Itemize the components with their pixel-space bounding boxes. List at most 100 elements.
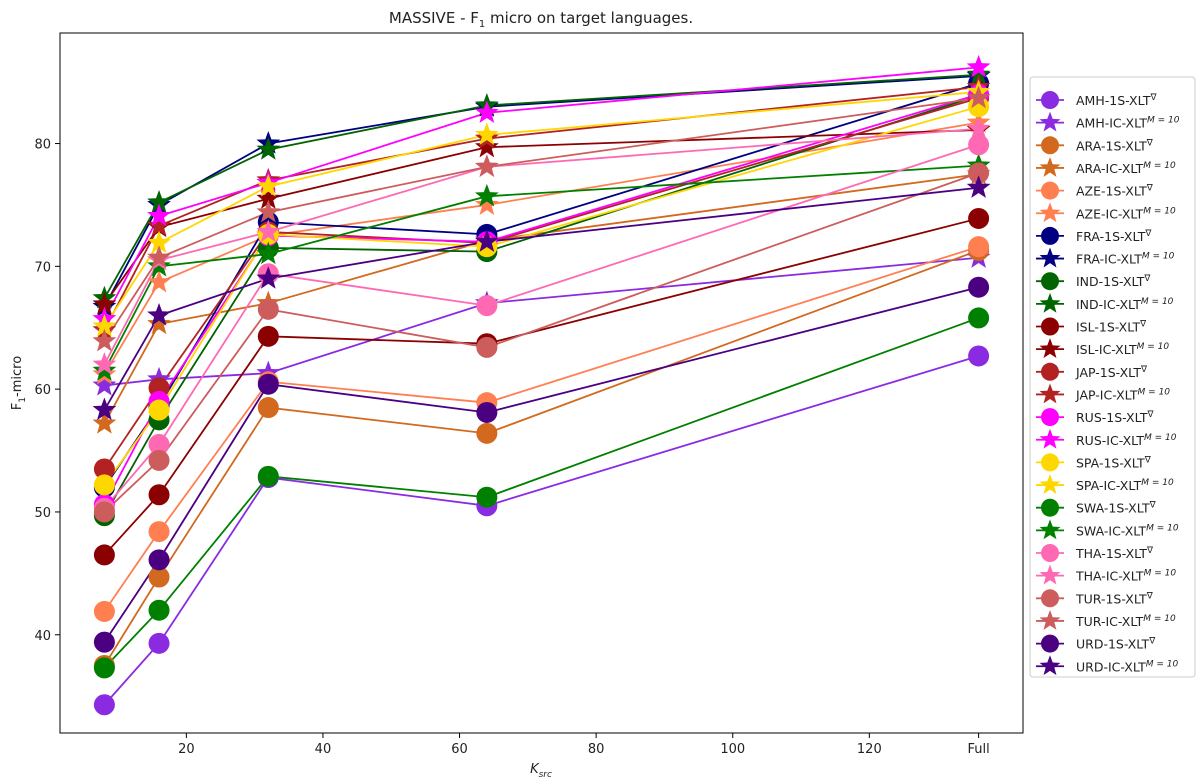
data-point-spa-ic-xlt: [256, 174, 281, 197]
legend-item: RUS-IC-XLTM = 10: [1036, 428, 1177, 449]
legend-marker: [1041, 634, 1059, 653]
x-tick-label: 60: [451, 742, 468, 757]
legend-marker: [1041, 272, 1059, 291]
data-point-isl-1s-xlt: [148, 484, 170, 506]
legend-item: TUR-1S-XLT∇: [1036, 589, 1154, 608]
legend-item: AZE-IC-XLTM = 10: [1036, 202, 1176, 223]
x-tick-label: 120: [857, 742, 882, 757]
y-axis-label: F1-micro: [10, 356, 28, 410]
data-point-urd-ic-xlt: [92, 397, 117, 421]
legend-label: SPA-IC-XLTM = 10: [1076, 478, 1174, 493]
legend-label: AMH-IC-XLTM = 10: [1076, 116, 1180, 131]
data-point-swa-1s-xlt: [93, 657, 115, 679]
legend-label: ARA-1S-XLT∇: [1076, 138, 1154, 153]
data-point-isl-ic-xlt: [474, 134, 499, 158]
legend-item: IND-1S-XLT∇: [1036, 272, 1151, 291]
plot-area: [59, 32, 1024, 734]
legend-marker: [1041, 453, 1059, 472]
legend-label: FRA-1S-XLT∇: [1076, 229, 1152, 244]
data-point-urd-ic-xlt: [256, 266, 281, 289]
data-point-spa-1s-xlt: [93, 474, 115, 496]
x-tick-label: Full: [967, 742, 989, 757]
legend-label: JAP-IC-XLTM = 10: [1075, 387, 1170, 402]
legend-label: ARA-IC-XLTM = 10: [1076, 161, 1176, 176]
legend-item: SPA-1S-XLT∇: [1036, 453, 1152, 472]
legend-marker: [1041, 136, 1059, 155]
legend-item: IND-IC-XLTM = 10: [1036, 292, 1174, 313]
data-point-tha-1s-xlt: [968, 134, 990, 156]
legend-marker: [1041, 362, 1059, 381]
legend-marker: [1039, 428, 1061, 449]
legend-item: SWA-1S-XLT∇: [1036, 498, 1157, 517]
legend-marker: [1039, 519, 1061, 540]
data-point-ind-ic-xlt: [966, 62, 991, 85]
data-point-swa-1s-xlt: [148, 599, 170, 621]
legend-label: THA-1S-XLT∇: [1075, 546, 1154, 561]
legend-item: FRA-IC-XLTM = 10: [1036, 247, 1175, 268]
data-point-tur-ic-xlt: [147, 245, 171, 268]
data-point-tha-ic-xlt: [966, 116, 991, 139]
legend-item: ARA-IC-XLTM = 10: [1036, 156, 1176, 177]
legend-marker: [1041, 408, 1059, 427]
chart-title: MASSIVE - F1 micro on target languages.: [389, 9, 693, 30]
data-point-tur-ic-xlt: [474, 154, 499, 177]
legend-item: TUR-IC-XLTM = 10: [1036, 609, 1176, 630]
legend-label: SPA-1S-XLT∇: [1076, 455, 1152, 470]
legend-label: IND-IC-XLTM = 10: [1076, 297, 1174, 312]
legend-item: JAP-1S-XLT∇: [1036, 362, 1148, 381]
legend-marker: [1039, 474, 1061, 494]
data-point-isl-ic-xlt: [92, 291, 117, 315]
x-axis: 20 40 60 80 100 120 Full: [178, 733, 990, 757]
data-point-aze-ic-xlt: [147, 269, 171, 293]
data-point-urd-1s-xlt: [476, 401, 498, 423]
y-tick-label: 60: [34, 383, 51, 398]
legend-label: ISL-1S-XLT∇: [1076, 320, 1147, 335]
legend-frame: [1029, 76, 1196, 678]
y-axis: 40 50 60 70 80: [34, 138, 60, 644]
data-point-tha-1s-xlt: [476, 295, 498, 317]
data-point-tur-1s-xlt: [257, 298, 279, 320]
data-point-spa-ic-xlt: [92, 314, 117, 337]
legend-item: RUS-1S-XLT∇: [1036, 408, 1155, 427]
legend-marker: [1039, 609, 1061, 630]
x-tick-label: 100: [720, 742, 745, 757]
data-point-aze-1s-xlt: [968, 236, 990, 258]
legend-item: THA-1S-XLT∇: [1036, 544, 1154, 562]
data-point-tha-ic-xlt: [92, 352, 117, 375]
data-point-aze-1s-xlt: [148, 521, 170, 543]
legend-marker: [1041, 317, 1059, 336]
legend-label: URD-IC-XLTM = 10: [1076, 659, 1178, 674]
legend-item: THA-IC-XLTM = 10: [1036, 564, 1176, 585]
data-point-jap-ic-xlt: [147, 213, 171, 236]
y-tick-label: 80: [34, 138, 51, 153]
legend-marker: [1041, 498, 1059, 517]
data-point-urd-1s-xlt: [148, 549, 170, 571]
data-point-swa-1s-xlt: [257, 465, 279, 487]
legend-item: SWA-IC-XLTM = 10: [1036, 519, 1179, 540]
data-point-jap-1s-xlt: [93, 458, 115, 480]
legend-item: SPA-IC-XLTM = 10: [1036, 474, 1174, 494]
legend-marker: [1041, 544, 1059, 562]
data-point-swa-1s-xlt: [476, 486, 498, 508]
data-point-tur-ic-xlt: [92, 328, 117, 352]
data-point-urd-1s-xlt: [968, 276, 990, 298]
data-point-aze-1s-xlt: [93, 600, 115, 622]
legend-marker: [1039, 338, 1061, 359]
legend-label: JAP-1S-XLT∇: [1075, 365, 1148, 380]
data-point-tur-1s-xlt: [968, 162, 990, 184]
legend-marker: [1039, 202, 1061, 223]
data-point-swa-ic-xlt: [256, 241, 281, 265]
legend-item: FRA-1S-XLT∇: [1036, 226, 1152, 245]
legend-item: AMH-IC-XLTM = 10: [1036, 111, 1180, 132]
data-point-tur-1s-xlt: [93, 501, 115, 523]
legend-marker: [1039, 292, 1061, 313]
legend-item: URD-1S-XLT∇: [1036, 634, 1156, 653]
data-point-tur-1s-xlt: [148, 449, 170, 471]
data-point-tha-ic-xlt: [256, 219, 281, 243]
data-point-tur-1s-xlt: [476, 336, 498, 358]
legend-item: ARA-1S-XLT∇: [1036, 136, 1154, 155]
x-tick-label: 20: [178, 742, 195, 757]
y-tick-label: 70: [34, 260, 51, 275]
data-point-swa-ic-xlt: [474, 183, 499, 207]
data-point-swa-1s-xlt: [968, 307, 990, 329]
